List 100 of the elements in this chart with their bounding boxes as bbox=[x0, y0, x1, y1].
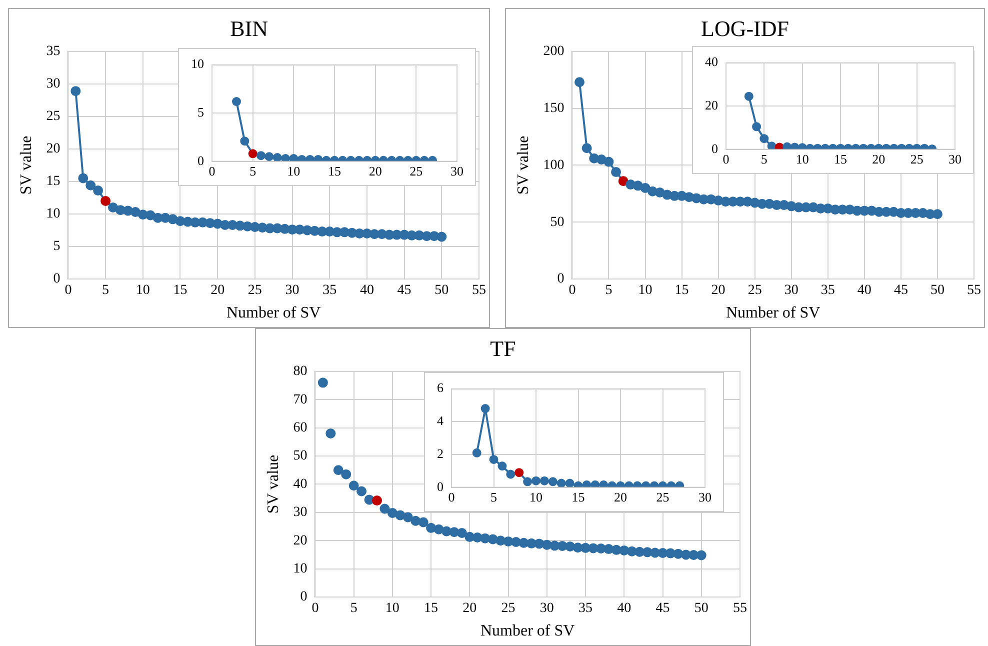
point bbox=[442, 526, 452, 536]
y-tick-label: 10 bbox=[46, 206, 60, 222]
x-tick-label: 40 bbox=[360, 283, 374, 298]
point bbox=[341, 469, 352, 480]
point bbox=[580, 542, 591, 553]
point bbox=[618, 176, 628, 186]
point bbox=[673, 548, 684, 559]
point bbox=[523, 477, 532, 486]
point bbox=[86, 180, 96, 190]
point bbox=[281, 154, 290, 162]
x-tick-label: 5 bbox=[605, 283, 612, 298]
point bbox=[348, 480, 359, 491]
point bbox=[496, 536, 506, 546]
point bbox=[790, 142, 800, 150]
x-tick-label: 10 bbox=[638, 283, 652, 298]
x-tick-label: 25 bbox=[910, 152, 924, 167]
point bbox=[464, 532, 475, 542]
point bbox=[364, 494, 374, 505]
point bbox=[402, 512, 413, 522]
point bbox=[145, 210, 156, 220]
point bbox=[426, 522, 436, 533]
point bbox=[744, 92, 754, 101]
y-tick-label: 50 bbox=[293, 448, 308, 464]
point bbox=[472, 532, 482, 542]
x-axis-title: Number of SV bbox=[480, 622, 576, 640]
point bbox=[565, 542, 576, 552]
y-axis-title: SV value bbox=[264, 454, 282, 514]
point bbox=[93, 186, 104, 196]
point bbox=[248, 149, 258, 158]
point bbox=[565, 478, 574, 488]
y-tick-label: 150 bbox=[543, 100, 564, 116]
point bbox=[372, 496, 382, 506]
point bbox=[588, 543, 598, 554]
x-tick-label: 20 bbox=[462, 601, 477, 616]
x-tick-label: 40 bbox=[857, 283, 872, 298]
point bbox=[604, 544, 614, 554]
point bbox=[932, 209, 942, 220]
x-tick-label: 15 bbox=[173, 283, 188, 298]
x-axis-title: Number of SV bbox=[726, 304, 821, 322]
x-tick-label: 0 bbox=[64, 283, 72, 298]
y-tick-label: 0 bbox=[437, 478, 444, 494]
y-tick-label: 80 bbox=[293, 364, 308, 380]
y-tick-label: 20 bbox=[46, 142, 60, 157]
point bbox=[272, 153, 282, 162]
y-tick-label: 4 bbox=[437, 413, 444, 428]
point bbox=[696, 550, 706, 560]
x-tick-label: 25 bbox=[656, 490, 670, 505]
y-tick-label: 20 bbox=[705, 98, 718, 113]
point bbox=[333, 465, 344, 476]
x-tick-label: 25 bbox=[501, 601, 516, 616]
point bbox=[634, 546, 645, 557]
point bbox=[511, 537, 522, 548]
y-tick-label: 2 bbox=[437, 446, 444, 461]
x-axis-title: Number of SV bbox=[226, 304, 322, 322]
y-tick-label: 30 bbox=[46, 76, 60, 92]
x-tick-label: 40 bbox=[617, 601, 632, 616]
x-tick-label: 20 bbox=[210, 283, 225, 298]
point bbox=[767, 142, 776, 150]
point bbox=[611, 167, 622, 178]
y-tick-label: 30 bbox=[293, 505, 308, 520]
point bbox=[240, 136, 250, 146]
x-tick-label: 30 bbox=[784, 283, 798, 298]
x-tick-label: 15 bbox=[674, 283, 689, 298]
x-tick-label: 30 bbox=[948, 152, 962, 167]
point bbox=[410, 516, 421, 526]
point bbox=[306, 154, 314, 162]
x-tick-label: 45 bbox=[656, 601, 670, 616]
point bbox=[436, 232, 447, 242]
y-tick-label: 200 bbox=[543, 44, 564, 60]
point bbox=[503, 536, 514, 546]
point bbox=[108, 202, 118, 212]
point bbox=[688, 550, 699, 560]
point bbox=[232, 97, 241, 106]
x-tick-label: 25 bbox=[748, 283, 762, 298]
point bbox=[130, 207, 140, 218]
point bbox=[582, 480, 592, 488]
point bbox=[582, 143, 592, 154]
x-tick-label: 10 bbox=[385, 601, 400, 616]
point bbox=[548, 477, 558, 486]
y-tick-label: 15 bbox=[46, 174, 60, 190]
point bbox=[472, 448, 482, 458]
y-tick-label: 40 bbox=[705, 54, 718, 70]
y-tick-label: 20 bbox=[293, 533, 308, 548]
point bbox=[297, 154, 306, 162]
point bbox=[632, 180, 643, 191]
point bbox=[626, 546, 637, 556]
y-tick-label: 40 bbox=[293, 476, 308, 492]
point bbox=[418, 517, 428, 528]
point bbox=[557, 540, 568, 551]
y-tick-label: 0 bbox=[53, 272, 60, 287]
point bbox=[488, 534, 498, 544]
x-tick-label: 35 bbox=[322, 283, 337, 298]
point bbox=[574, 77, 585, 88]
x-tick-label: 15 bbox=[834, 152, 847, 167]
x-tick-label: 20 bbox=[614, 490, 627, 505]
point bbox=[590, 480, 600, 488]
x-tick-label: 10 bbox=[530, 490, 542, 505]
x-tick-label: 0 bbox=[568, 283, 576, 298]
point bbox=[326, 428, 336, 438]
y-tick-label: 6 bbox=[437, 380, 444, 396]
